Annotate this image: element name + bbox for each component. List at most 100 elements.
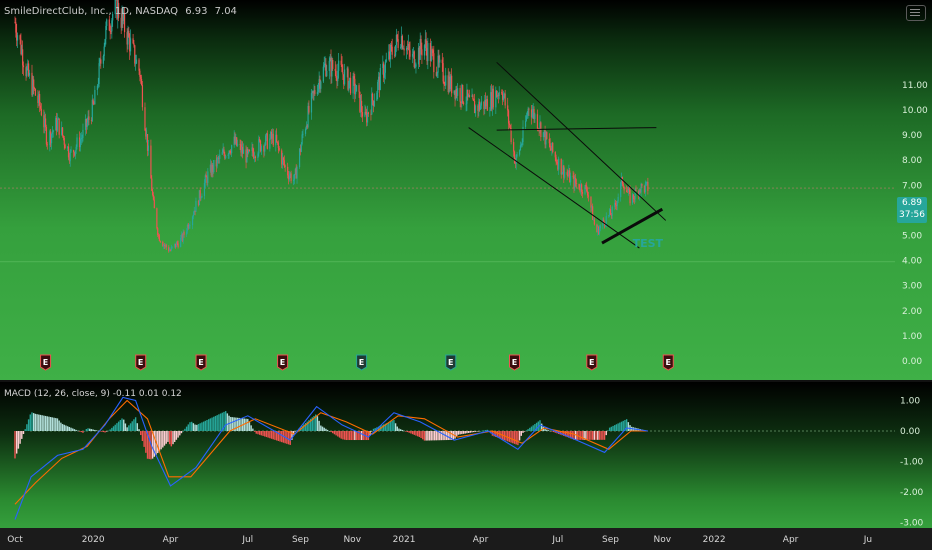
candle-body — [209, 164, 211, 172]
candle-body — [377, 81, 379, 93]
macd-legend[interactable]: MACD (12, 26, close, 9) -0.11 0.01 0.12 — [4, 389, 182, 399]
macd-histogram-bar — [323, 427, 325, 431]
candle-body — [379, 68, 381, 91]
candle-body — [146, 133, 148, 137]
layout-icon[interactable] — [906, 5, 926, 21]
price-axis-label: 4.00 — [902, 257, 922, 267]
macd-histogram-bar — [362, 431, 364, 441]
macd-histogram-bar — [192, 423, 195, 431]
candle-body — [14, 22, 16, 23]
candle-body — [456, 89, 458, 96]
candle-body — [450, 75, 452, 90]
candle-body — [462, 102, 465, 105]
candle-body — [515, 155, 517, 164]
macd-histogram-bar — [153, 431, 156, 457]
candle-body — [182, 231, 184, 241]
candle-body — [133, 43, 135, 46]
candle-body — [111, 20, 113, 32]
candle-body — [197, 200, 200, 206]
candle-body — [377, 76, 380, 82]
earnings-flag-icon[interactable]: E — [40, 354, 52, 371]
earnings-flag-icon[interactable]: E — [445, 354, 457, 371]
time-axis[interactable] — [0, 528, 932, 550]
candle-body — [408, 43, 410, 51]
candle-body — [415, 64, 417, 67]
candle-body — [502, 93, 504, 100]
candle-body — [105, 26, 107, 40]
candle-body — [406, 47, 409, 49]
candle-body — [461, 84, 463, 104]
candle-body — [471, 95, 473, 97]
earnings-flag-icon[interactable]: E — [586, 354, 598, 371]
candle-body — [163, 244, 165, 247]
candle-body — [641, 183, 643, 186]
macd-histogram-bar — [194, 424, 196, 431]
macd-histogram-bar — [109, 429, 111, 431]
candle-body — [445, 75, 447, 86]
macd-histogram-bar — [269, 431, 271, 439]
price-axis-label: 1.00 — [902, 332, 922, 342]
candle-body — [253, 152, 255, 159]
time-axis-label: Apr — [163, 535, 179, 545]
candle-body — [638, 189, 640, 196]
candle-body — [406, 47, 408, 51]
candle-body — [265, 135, 267, 145]
price-axis-label: 10.00 — [902, 106, 928, 116]
candle-body — [135, 63, 137, 65]
candle-body — [275, 134, 277, 146]
candle-body — [548, 138, 550, 144]
macd-histogram-bar — [34, 413, 37, 431]
macd-histogram-bar — [614, 425, 616, 431]
macd-histogram-bar — [522, 431, 524, 433]
earnings-flag-icon[interactable]: E — [277, 354, 289, 371]
candle-body — [554, 152, 556, 158]
earnings-flag-shape — [445, 354, 457, 371]
candle-body — [300, 143, 302, 152]
macd-histogram-bar — [316, 416, 319, 431]
macd-histogram-bar — [377, 426, 380, 431]
macd-histogram-bar — [563, 431, 565, 436]
candle-body — [140, 76, 142, 79]
candle-body — [507, 110, 510, 124]
earnings-flag-icon[interactable]: E — [509, 354, 521, 371]
macd-histogram-bar — [374, 428, 376, 431]
candle-body — [643, 185, 646, 193]
earnings-flag-icon[interactable]: E — [195, 354, 207, 371]
candle-body — [146, 133, 149, 151]
candle-body — [40, 108, 42, 116]
macd-histogram-bar — [15, 431, 18, 454]
earnings-flag-icon[interactable]: E — [662, 354, 674, 371]
symbol-title[interactable]: SmileDirectClub, Inc., 1D, NASDAQ — [4, 6, 179, 17]
candle-body — [67, 146, 69, 149]
candle-body — [38, 93, 40, 103]
macd-histogram-bar — [231, 417, 234, 431]
time-axis-label: Oct — [7, 535, 23, 545]
macd-histogram-bar — [408, 431, 410, 433]
earnings-flag-icon[interactable]: E — [356, 354, 368, 371]
pane-divider[interactable] — [0, 380, 932, 382]
macd-histogram-bar — [248, 422, 251, 431]
candle-body — [442, 63, 444, 82]
macd-histogram-bar — [277, 431, 280, 442]
candle-body — [75, 146, 77, 151]
candle-body — [240, 144, 242, 153]
candle-body — [567, 174, 569, 176]
candle-body — [112, 14, 114, 21]
candle-body — [373, 100, 375, 106]
earnings-flag-icon[interactable]: E — [135, 354, 147, 371]
macd-histogram-bar — [318, 420, 320, 431]
candle-body — [118, 2, 120, 18]
candle-body — [550, 148, 552, 151]
price-pane[interactable] — [0, 0, 932, 381]
test-annotation: TEST — [633, 237, 664, 250]
macd-histogram-bar — [415, 431, 417, 436]
macd-histogram-bar — [422, 431, 424, 440]
candle-body — [176, 242, 178, 244]
candle-body — [177, 243, 179, 248]
candle-body — [614, 202, 616, 207]
candle-body — [376, 92, 378, 101]
macd-histogram-bar — [399, 429, 402, 431]
candle-body — [50, 133, 53, 144]
candle-body — [400, 36, 403, 48]
